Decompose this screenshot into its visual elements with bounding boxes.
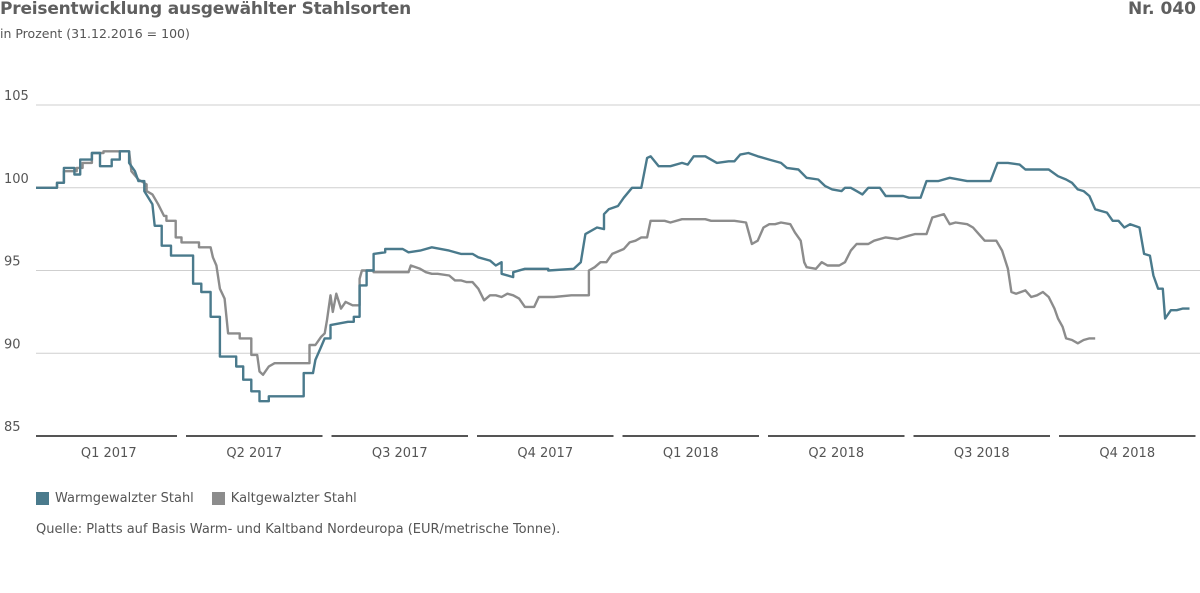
legend-label-kaltgewalzt: Kaltgewalzter Stahl (230, 491, 357, 506)
y-tick-label-90: 90 (4, 337, 21, 352)
x-tick-label: Q3 2018 (954, 446, 1010, 461)
chart-subtitle: in Prozent (31.12.2016 = 100) (0, 26, 190, 41)
y-tick-label-105: 105 (4, 89, 29, 104)
x-tick-label: Q2 2018 (808, 446, 864, 461)
series-line-warmgewalzt (36, 150, 1190, 403)
line-chart: 85 90 95 100 105 Q1 2017 Q2 2017 Q3 2017 Q4 2017… (4, 89, 1200, 461)
x-tick-label: Q3 2017 (372, 446, 428, 461)
legend-label-warmgewalzt: Warmgewalzter Stahl (55, 491, 194, 506)
chart-number: Nr. 040 (1127, 0, 1196, 19)
x-tick-label: Q1 2017 (81, 446, 137, 461)
legend-swatch-warmgewalzt (36, 492, 49, 505)
x-tick-label: Q4 2018 (1099, 446, 1155, 461)
source-note: Quelle: Platts auf Basis Warm- und Kaltb… (36, 522, 561, 537)
legend-swatch-kaltgewalzt (211, 492, 225, 505)
y-tick-label-100: 100 (4, 172, 29, 187)
x-tick-label: Q4 2017 (517, 446, 573, 461)
y-tick-label-95: 95 (4, 255, 21, 270)
x-tick-label: Q2 2017 (226, 446, 282, 461)
legend: Warmgewalzter Stahl Kaltgewalzter Stahl (36, 491, 375, 506)
chart-title: Preisentwicklung ausgewählter Stahlsorte… (0, 0, 412, 19)
y-tick-label-85: 85 (4, 420, 21, 435)
legend-item-warmgewalzt: Warmgewalzter Stahl (36, 491, 194, 506)
series-line-kaltgewalzt (36, 150, 1096, 376)
legend-item-kaltgewalzt: Kaltgewalzter Stahl (211, 491, 357, 506)
x-tick-label: Q1 2018 (663, 446, 719, 461)
